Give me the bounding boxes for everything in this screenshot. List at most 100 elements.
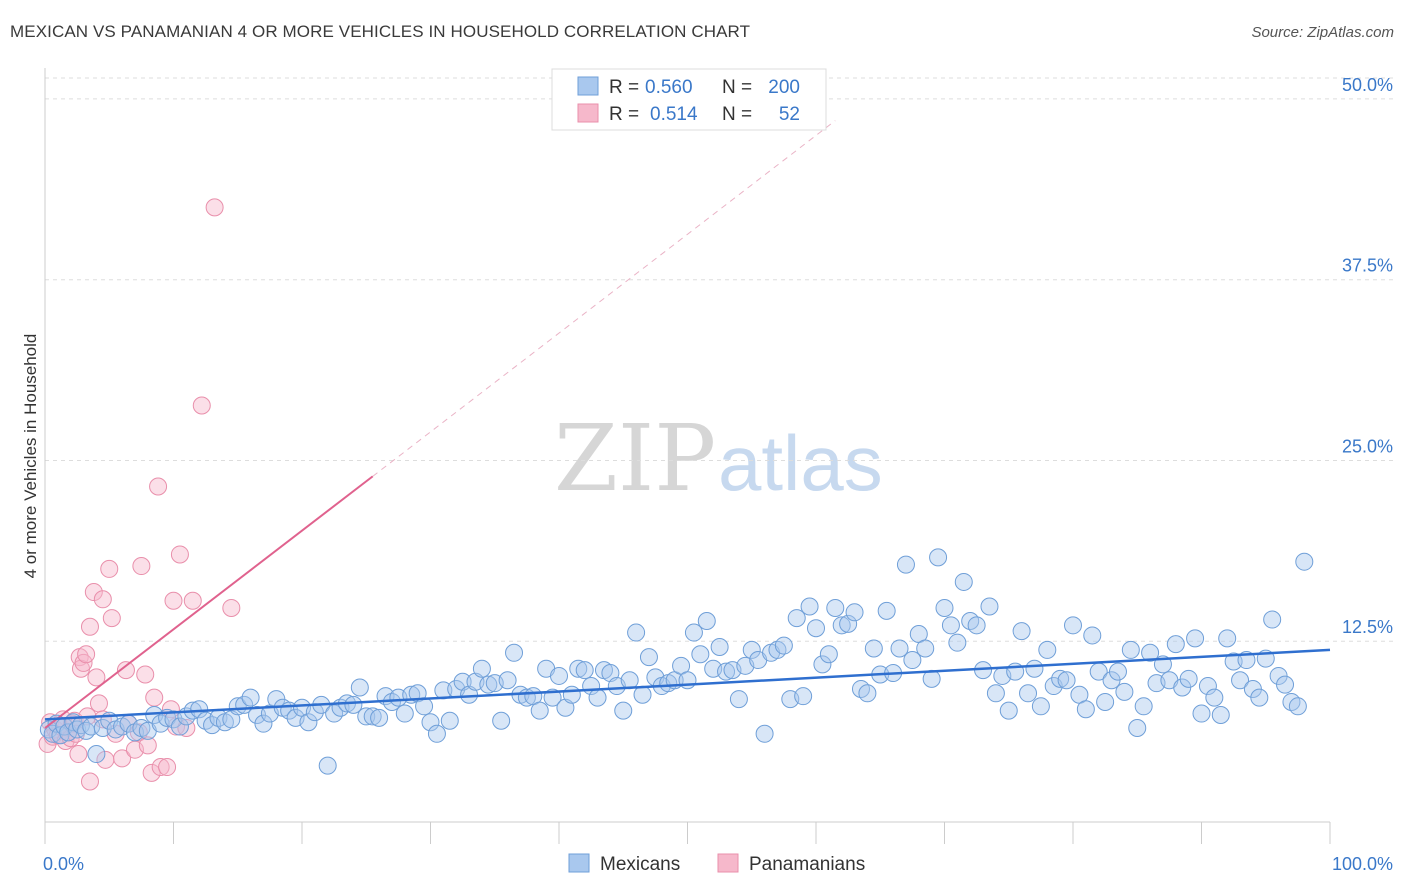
mexican-point <box>896 555 915 574</box>
mexican-point <box>492 711 511 730</box>
mexican-point <box>819 645 838 664</box>
mexican-point <box>986 684 1005 703</box>
panamanian-point <box>69 745 88 764</box>
mexican-point <box>755 724 774 743</box>
mexican-point <box>678 671 697 690</box>
mexican-point <box>890 639 909 658</box>
legend-n-label: N = <box>722 77 752 98</box>
mexican-point <box>357 707 376 726</box>
legend-swatch-mexicans <box>577 76 599 96</box>
mexicans-points <box>39 548 1314 775</box>
mexican-point <box>370 708 389 727</box>
mexican-point <box>877 601 896 620</box>
mexican-point <box>1096 692 1115 711</box>
panamanian-point <box>84 583 103 602</box>
mexican-point <box>691 645 710 664</box>
panamanian-point <box>138 736 157 755</box>
mexican-point <box>980 597 999 616</box>
mexican-point <box>93 719 112 737</box>
mexican-point <box>421 713 440 732</box>
panamanian-point <box>145 688 164 707</box>
mexican-point <box>794 687 813 706</box>
trend-lines <box>44 120 1331 729</box>
mexican-point <box>1134 697 1153 716</box>
legend-n-value: 52 <box>779 104 800 125</box>
mexican-point <box>1064 616 1082 635</box>
mexican-point <box>941 616 960 635</box>
mexican-point <box>633 685 652 704</box>
panamanian-point <box>149 477 168 496</box>
panamanian-point <box>100 559 119 578</box>
mexican-point <box>787 609 806 628</box>
legend-r-value: 0.514 <box>650 104 698 125</box>
panamanian-point <box>205 198 224 217</box>
legend-swatch-panamanians <box>577 103 599 123</box>
mexican-point <box>1231 671 1250 690</box>
mexican-point <box>190 700 209 719</box>
mexican-point <box>1115 682 1134 701</box>
panamanian-point <box>116 661 135 680</box>
panamanian-point <box>164 591 183 610</box>
mexican-point <box>556 698 575 717</box>
mexican-point <box>1019 684 1038 703</box>
mexican-point <box>344 695 363 714</box>
legend-n-label: N = <box>722 104 752 125</box>
mexican-point <box>916 639 935 658</box>
mexican-point <box>697 611 716 630</box>
mexican-point <box>241 688 260 707</box>
mexican-point <box>228 697 247 716</box>
panamanians-points <box>38 198 241 791</box>
grid-lines <box>45 77 1395 642</box>
panamanian-point <box>87 668 106 687</box>
mexican-point <box>1083 626 1102 645</box>
mexican-point <box>222 710 241 729</box>
mexican-point <box>1057 671 1076 690</box>
mexican-point <box>395 704 414 723</box>
mexican-point <box>845 603 864 622</box>
legend-r-label: R = <box>609 77 639 98</box>
y-tick-label: 12.5% <box>1342 617 1393 637</box>
bottom-legend-swatch-mexicans <box>568 853 590 873</box>
mexican-point <box>1276 675 1295 694</box>
panamanian-point <box>170 545 189 564</box>
mexican-point <box>1038 640 1057 659</box>
mexican-point <box>427 724 446 743</box>
mexican-point <box>858 684 877 703</box>
bottom-legend-label-mexicans: Mexicans <box>600 854 680 875</box>
mexican-point <box>43 724 62 743</box>
panamanian-point <box>93 590 112 609</box>
mexican-point <box>1179 669 1198 688</box>
mexican-point <box>717 662 736 681</box>
mexican-point <box>839 614 858 633</box>
mexican-point <box>929 548 948 567</box>
mexican-point <box>800 597 819 616</box>
mexican-point <box>864 639 883 658</box>
mexican-point <box>614 701 633 720</box>
mexican-point <box>954 572 973 591</box>
mexican-point <box>1192 704 1211 723</box>
mexican-point <box>1051 669 1070 688</box>
x-tick-label: 0.0% <box>43 854 84 874</box>
bottom-legend-swatch-panamanians <box>717 853 739 873</box>
mexican-point <box>742 640 761 659</box>
panamanian-point <box>77 645 96 664</box>
mexican-point <box>588 688 607 707</box>
x-tick-label: 100.0% <box>1332 854 1393 874</box>
mexican-point <box>505 643 524 662</box>
mexican-point <box>170 717 189 736</box>
y-axis-label: 4 or more Vehicles in Household <box>21 334 40 579</box>
mexican-point <box>1166 635 1185 654</box>
watermark-atlas: atlas <box>718 419 883 507</box>
mexican-point <box>1141 643 1160 662</box>
panamanian-point <box>80 617 99 636</box>
panamanian-point <box>222 598 241 617</box>
mexican-point <box>408 684 427 703</box>
mexican-point <box>530 701 549 720</box>
mexican-point <box>639 648 658 667</box>
mexican-point <box>550 666 568 685</box>
panamanian-point <box>132 557 151 576</box>
mexican-point <box>569 659 588 678</box>
mexicans-trend-line <box>44 648 1331 721</box>
panamanian-point <box>89 694 108 713</box>
